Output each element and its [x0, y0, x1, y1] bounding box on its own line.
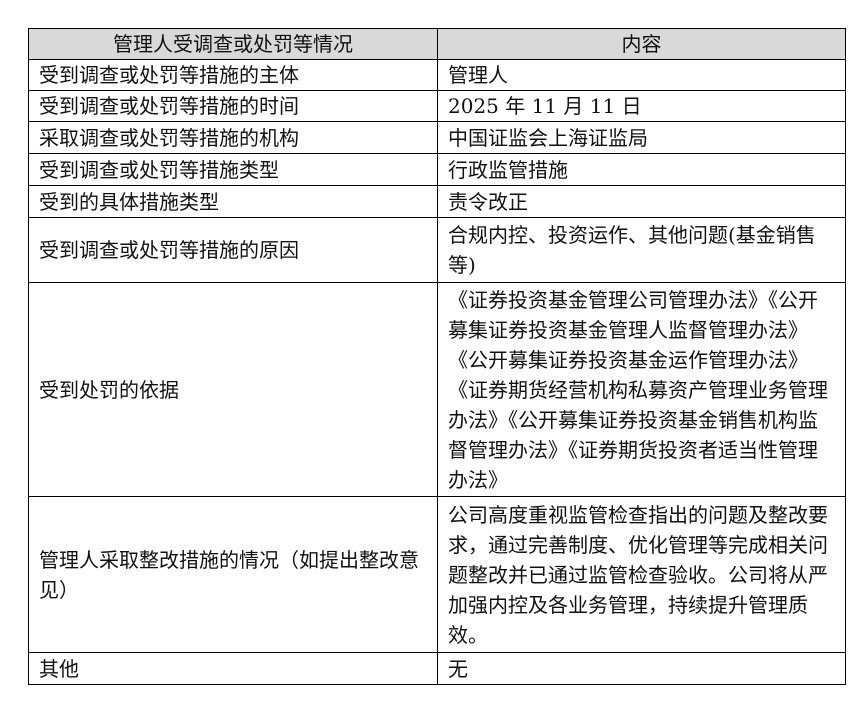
item-cell: 其他	[28, 652, 438, 685]
item-cell: 受到调查或处罚等措施的主体	[28, 59, 438, 91]
content-cell: 无	[437, 652, 846, 685]
content-cell: 2025 年 11 月 11 日	[437, 90, 846, 122]
content-cell: 行政监管措施	[437, 153, 846, 186]
table-row: 管理人采取整改措施的情况（如提出整改意见） 公司高度重视监管检查指出的问题及整改要…	[28, 496, 846, 653]
content-cell: 合规内控、投资运作、其他问题(基金销售等)	[437, 217, 846, 283]
header-cell: 内容	[437, 28, 846, 60]
header-cell: 管理人受调查或处罚等情况	[28, 28, 438, 60]
item-cell: 受到调查或处罚等措施的时间	[28, 90, 438, 122]
sanction-table: 管理人受调查或处罚等情况 内容 受到调查或处罚等措施的主体 管理人 受到调查或处罚等…	[28, 28, 846, 685]
table-body: 受到调查或处罚等措施的主体 管理人 受到调查或处罚等措施的时间 2025 年 11 月…	[28, 59, 846, 685]
item-cell: 受到调查或处罚等措施类型	[28, 153, 438, 186]
content-cell: 责令改正	[437, 185, 846, 218]
item-cell: 受到调查或处罚等措施的原因	[28, 217, 438, 283]
content-cell: 中国证监会上海证监局	[437, 121, 846, 154]
item-cell: 管理人采取整改措施的情况（如提出整改意见）	[28, 496, 438, 653]
table-row: 受到的具体措施类型 责令改正	[28, 185, 846, 218]
table-row: 受到处罚的依据 《证券投资基金管理公司管理办法》《公开募集证券投资基金管理人监督管…	[28, 282, 846, 497]
content-cell: 《证券投资基金管理公司管理办法》《公开募集证券投资基金管理人监督管理办法》《公开…	[437, 282, 846, 497]
header-row: 管理人受调查或处罚等情况 内容	[28, 28, 846, 60]
table-row: 受到调查或处罚等措施类型 行政监管措施	[28, 153, 846, 186]
table-row: 受到调查或处罚等措施的原因 合规内控、投资运作、其他问题(基金销售等)	[28, 217, 846, 283]
item-cell: 受到的具体措施类型	[28, 185, 438, 218]
table-row: 受到调查或处罚等措施的时间 2025 年 11 月 11 日	[28, 90, 846, 122]
table-row: 受到调查或处罚等措施的主体 管理人	[28, 59, 846, 91]
table-row: 其他无	[28, 652, 846, 685]
content-cell: 管理人	[437, 59, 846, 91]
item-cell: 受到处罚的依据	[28, 282, 438, 497]
table-row: 采取调查或处罚等措施的机构 中国证监会上海证监局	[28, 121, 846, 154]
table-header: 管理人受调查或处罚等情况 内容	[28, 28, 846, 60]
item-cell: 采取调查或处罚等措施的机构	[28, 121, 438, 154]
content-cell: 公司高度重视监管检查指出的问题及整改要求，通过完善制度、优化管理等完成相关问题整…	[437, 496, 846, 653]
